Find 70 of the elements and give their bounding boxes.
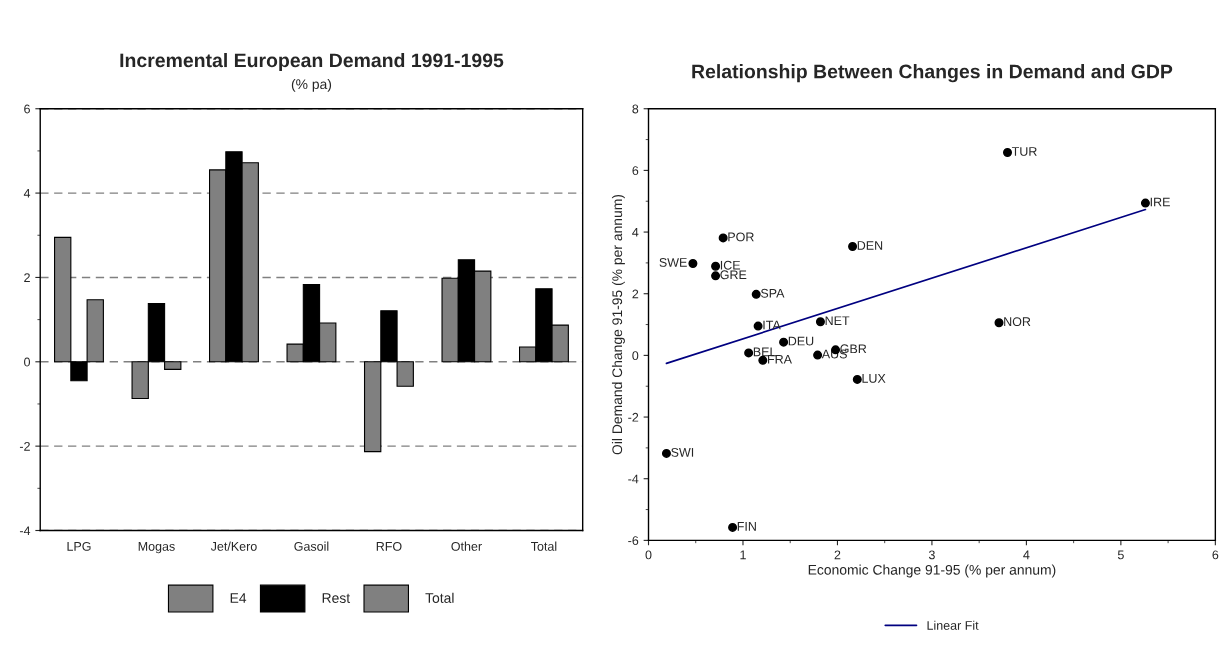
x-tick-label: RFO	[376, 541, 402, 551]
y-tick-label: 0	[24, 357, 31, 367]
annotation: POR	[728, 232, 754, 242]
point	[779, 337, 789, 347]
annotation: ITA	[763, 320, 781, 330]
x-tick-label: 0	[645, 550, 652, 560]
x-tick-label: 3	[928, 550, 935, 560]
point	[718, 233, 728, 243]
annotation: NET	[825, 316, 850, 326]
x-tick-label: Total	[531, 541, 557, 551]
legend-label: Rest	[322, 593, 351, 603]
point	[688, 259, 698, 269]
y-tick-label: -2	[628, 412, 639, 422]
legend-label: Linear Fit	[927, 620, 979, 630]
x-tick-label: 5	[1117, 550, 1124, 560]
annotation: TUR	[1011, 147, 1037, 156]
annotation: SWI	[671, 447, 694, 457]
annotation: LUX	[862, 374, 886, 383]
x-axis-title: Economic Change 91-95 (% per annum)	[808, 564, 1056, 578]
annotation: IRE	[1150, 197, 1170, 207]
point	[753, 321, 763, 331]
y-tick-label: -4	[19, 526, 31, 536]
annotation: DEN	[857, 241, 883, 250]
x-tick-label: Mogas	[138, 542, 175, 554]
annotation: NOR	[1004, 317, 1031, 327]
x-tick-label: 4	[1023, 550, 1030, 560]
point	[1140, 198, 1150, 208]
annotation: FRA	[768, 354, 792, 364]
y-tick-label: -2	[19, 441, 30, 451]
point	[852, 374, 862, 384]
annotation: SPA	[760, 288, 785, 298]
point	[994, 318, 1004, 328]
chart-subtitle: (% pa)	[291, 78, 332, 92]
annotation: FIN	[737, 522, 756, 531]
annotation: DEU	[788, 336, 814, 346]
annotation: ICE	[720, 260, 741, 270]
x-tick-label: LPG	[67, 541, 91, 551]
x-tick-label: Other	[451, 541, 482, 551]
x-tick-label: 2	[834, 550, 841, 560]
y-tick-label: -4	[628, 474, 639, 484]
point	[711, 271, 721, 281]
annotation: GRE	[720, 270, 747, 280]
y-axis-title: Oil Demand Change 91-95 (% per annum)	[611, 194, 625, 455]
chart-title: Incremental European Demand 1991-1995	[120, 52, 504, 72]
point	[711, 261, 721, 271]
point	[1003, 148, 1013, 158]
y-tick-label: -6	[628, 536, 639, 546]
x-tick-label: Jet/Kero	[210, 541, 257, 551]
y-tick-label: 4	[632, 227, 639, 237]
y-tick-label: 0	[632, 351, 639, 361]
y-tick-label: 4	[23, 189, 31, 198]
y-tick-label: 8	[632, 104, 639, 114]
x-tick-label: 6	[1212, 550, 1219, 560]
point	[815, 317, 825, 327]
legend-label: E4	[230, 593, 247, 603]
chart-title: Relationship Between Changes in Demand and GDP	[692, 64, 1173, 83]
y-tick-label: 2	[632, 289, 639, 299]
legend-label: Total	[425, 592, 454, 603]
x-tick-label: 1	[740, 550, 746, 560]
point	[728, 522, 738, 532]
point	[848, 242, 858, 252]
point	[813, 350, 823, 360]
point	[744, 348, 754, 358]
x-tick-label: Gasoil	[294, 541, 329, 551]
point	[661, 448, 671, 458]
y-tick-label: 6	[632, 166, 639, 176]
y-tick-label: 2	[24, 273, 30, 282]
y-tick-label: 6	[24, 104, 30, 114]
annotation: SWE	[659, 258, 687, 267]
point	[751, 289, 761, 299]
